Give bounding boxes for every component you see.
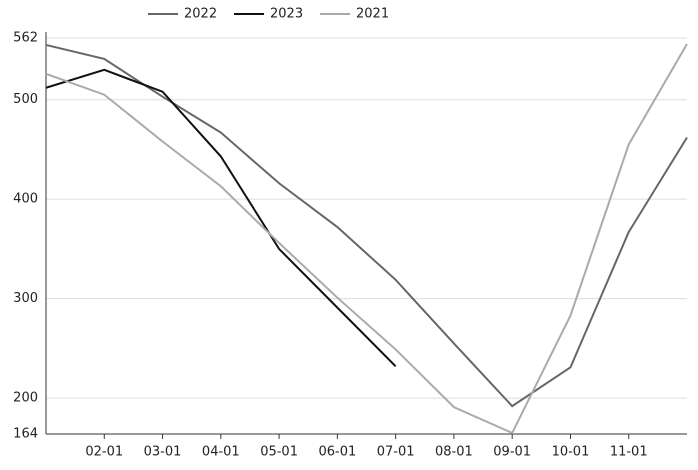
- x-tick-label: 08-01: [435, 445, 473, 460]
- x-tick-label: 05-01: [260, 445, 298, 460]
- x-tick-label: 04-01: [202, 445, 240, 460]
- legend-label: 2022: [184, 7, 217, 22]
- legend-label: 2023: [270, 7, 303, 22]
- y-tick-label: 500: [13, 92, 38, 107]
- y-tick-label: 200: [13, 391, 38, 406]
- x-tick-label: 03-01: [144, 445, 182, 460]
- x-tick-label: 02-01: [85, 445, 123, 460]
- line-series: [45, 68, 397, 368]
- x-tick-label: 07-01: [377, 445, 415, 460]
- y-tick-label: 300: [13, 291, 38, 306]
- x-tick-label: 11-01: [610, 445, 648, 460]
- line-series: [45, 43, 688, 435]
- y-tick-label: 164: [13, 427, 38, 442]
- legend-label: 2021: [356, 7, 389, 22]
- y-tick-label: 562: [13, 31, 38, 46]
- x-tick-label: 10-01: [552, 445, 590, 460]
- x-tick-label: 06-01: [318, 445, 356, 460]
- line-series: [45, 43, 688, 408]
- x-tick-label: 09-01: [493, 445, 531, 460]
- y-tick-label: 400: [13, 192, 38, 207]
